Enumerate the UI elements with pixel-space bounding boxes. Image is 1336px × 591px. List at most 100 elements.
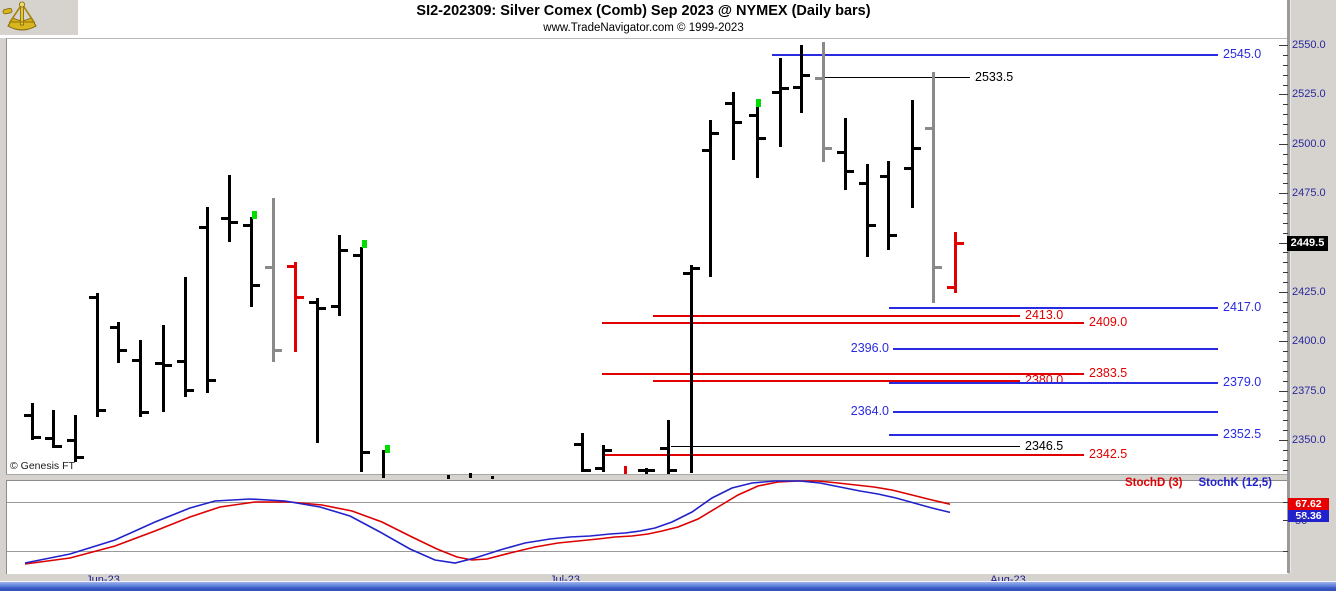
price-bar (844, 118, 847, 191)
price-bar (469, 472, 472, 478)
price-bar (800, 45, 803, 114)
price-bar (779, 57, 782, 147)
price-level-line (653, 379, 1020, 382)
close-tick (869, 223, 876, 227)
open-tick (904, 167, 911, 171)
price-level-line (889, 434, 1218, 437)
stoch-k-value-badge: 58.36 (1288, 510, 1329, 522)
close-tick (297, 295, 304, 299)
open-tick (837, 150, 844, 154)
price-axis-tick (1279, 291, 1288, 293)
close-tick (847, 170, 854, 174)
price-axis-tick (1279, 440, 1288, 441)
price-bar (645, 467, 648, 474)
stoch-gridline (7, 502, 1287, 504)
price-bar (184, 277, 187, 397)
open-tick (683, 272, 690, 276)
open-tick (638, 468, 645, 472)
price-axis-tick (1283, 321, 1288, 323)
price-axis-tick (1283, 262, 1288, 264)
price-level-label: 2352.5 (1223, 427, 1262, 442)
price-bar (932, 71, 935, 303)
price-axis-tick (1279, 390, 1288, 392)
close-tick (319, 306, 326, 310)
price-axis-tick (1279, 341, 1288, 343)
title-band (0, 0, 1287, 38)
price-axis-tick (1283, 183, 1288, 185)
close-tick (55, 444, 62, 448)
price-level-label: 2379.0 (1223, 374, 1262, 389)
price-level-label: 2533.5 (975, 69, 1014, 84)
price-level-label: 2396.0 (850, 341, 889, 356)
price-level-line (893, 411, 1218, 414)
stochastic-legend: StochD (3) StochK (12,5) (1125, 477, 1272, 489)
price-level-line (889, 381, 1218, 384)
price-axis-label: 2425.0 (1292, 285, 1326, 298)
price-level-line (604, 453, 1084, 456)
green-marker (756, 99, 761, 108)
close-tick (914, 146, 921, 150)
price-bar (162, 325, 165, 413)
horizontal-scrollbar[interactable] (0, 581, 1336, 591)
price-axis-label: 2475.0 (1292, 187, 1326, 200)
open-tick (110, 326, 117, 330)
price-bar (139, 340, 142, 418)
price-bar (117, 322, 120, 363)
price-axis-label: 2350.0 (1292, 434, 1326, 446)
open-tick (177, 360, 184, 363)
close-tick (209, 378, 216, 382)
open-tick (880, 175, 887, 179)
price-bar (250, 216, 253, 307)
close-tick (890, 233, 897, 237)
price-bar (338, 234, 341, 316)
price-axis-tick (1283, 272, 1288, 274)
close-tick (670, 468, 677, 472)
open-tick (331, 304, 338, 308)
price-axis-tick (1283, 400, 1288, 402)
price-axis-tick (1283, 232, 1288, 234)
price-bar (954, 231, 957, 293)
price-axis-tick (1283, 133, 1288, 135)
stoch-gridline (7, 551, 1287, 553)
price-level-line (602, 372, 1084, 375)
close-tick (605, 448, 612, 452)
price-axis-label: 2500.0 (1292, 137, 1326, 150)
price-bar (581, 433, 584, 472)
open-tick (67, 439, 74, 442)
price-axis-tick (1283, 84, 1288, 86)
close-tick (957, 242, 964, 246)
close-tick (584, 468, 591, 472)
price-level-label: 2364.0 (850, 404, 889, 419)
price-level-line (602, 322, 1084, 325)
price-axis-tick (1283, 361, 1288, 362)
close-tick (935, 266, 942, 270)
price-bar (732, 92, 735, 160)
price-axis-tick (1283, 301, 1288, 303)
close-tick (693, 267, 700, 271)
close-tick (99, 409, 106, 413)
close-tick (231, 220, 238, 224)
price-axis-tick (1279, 45, 1288, 46)
stoch-axis-tick (1283, 519, 1288, 521)
price-bar (866, 164, 869, 258)
open-tick (815, 76, 822, 80)
price-axis-label: 2400.0 (1292, 335, 1326, 348)
close-tick (735, 121, 742, 125)
close-tick (165, 363, 172, 367)
open-tick (45, 437, 52, 441)
open-tick (265, 266, 272, 270)
price-level-label: 2545.0 (1223, 46, 1262, 61)
price-axis-tick (1283, 420, 1288, 422)
price-axis-label: 2525.0 (1292, 88, 1326, 101)
open-tick (353, 254, 360, 258)
price-bar (756, 107, 759, 179)
open-tick (702, 148, 709, 152)
price-axis-label: 2375.0 (1292, 384, 1326, 397)
open-tick (132, 359, 139, 362)
close-tick (712, 131, 719, 135)
stoch-axis-tick (1283, 502, 1288, 504)
price-level-label: 2346.5 (1025, 438, 1064, 453)
price-level-line (893, 348, 1218, 351)
close-tick (187, 388, 194, 392)
open-tick (199, 225, 206, 229)
